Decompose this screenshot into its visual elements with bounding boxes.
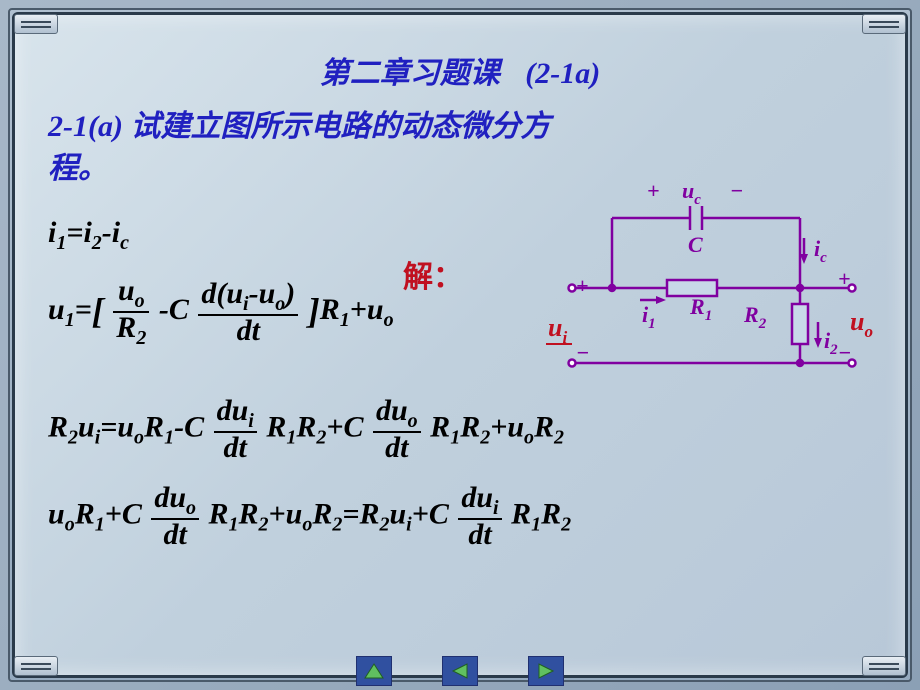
fraction: duo dt (373, 396, 421, 463)
title-number: (2-1a) (525, 57, 600, 90)
svg-text:ui: ui (548, 313, 567, 347)
svg-text:i2: i2 (824, 328, 838, 358)
corner-decoration (14, 14, 58, 34)
circuit-diagram: + uc − C ic R1 R2 i1 i2 + ui − + uo − (542, 178, 882, 388)
svg-text:R1: R1 (689, 294, 712, 324)
problem-text-1: 试建立图所示电路的动态微分方 (123, 110, 551, 143)
svg-text:ic: ic (814, 236, 827, 266)
svg-text:R2: R2 (743, 302, 767, 332)
fraction: uo R2 (113, 276, 149, 348)
fraction: duo dt (151, 483, 199, 550)
problem-number: 2-1(a) (48, 110, 123, 143)
problem-text-2: 程。 (48, 152, 108, 185)
svg-text:−: − (576, 340, 589, 365)
circuit-plus: + (647, 178, 660, 203)
fraction: dui dt (214, 396, 257, 463)
nav-prev-button[interactable] (442, 656, 478, 686)
circuit-minus: − (730, 178, 743, 203)
corner-decoration (862, 14, 906, 34)
nav-buttons (356, 656, 564, 686)
svg-text:C: C (688, 232, 703, 257)
svg-text:+: + (838, 266, 851, 291)
corner-decoration (14, 656, 58, 676)
svg-text:−: − (838, 340, 851, 365)
svg-text:uo: uo (850, 307, 873, 341)
svg-text:uc: uc (682, 178, 701, 208)
chapter-title: 第二章习题课 (2-1a) (48, 48, 872, 92)
fraction: d(ui-uo) dt (198, 279, 298, 346)
nav-home-button[interactable] (356, 656, 392, 686)
svg-text:+: + (576, 273, 589, 298)
equation-4: uoR1+C duo dt R1R2+uoR2=R2ui+C dui dt R1… (48, 483, 872, 550)
equation-3: R2ui=uoR1-C dui dt R1R2+C duo dt R1R2+uo… (48, 396, 872, 463)
solution-label: 解： (403, 252, 463, 296)
title-text: 第二章习题课 (320, 57, 500, 90)
fraction: dui dt (458, 483, 501, 550)
svg-text:i1: i1 (642, 302, 656, 332)
corner-decoration (862, 656, 906, 676)
nav-next-button[interactable] (528, 656, 564, 686)
slide-content: 第二章习题课 (2-1a) 2-1(a) 试建立图所示电路的动态微分方 程。 解… (48, 48, 872, 642)
